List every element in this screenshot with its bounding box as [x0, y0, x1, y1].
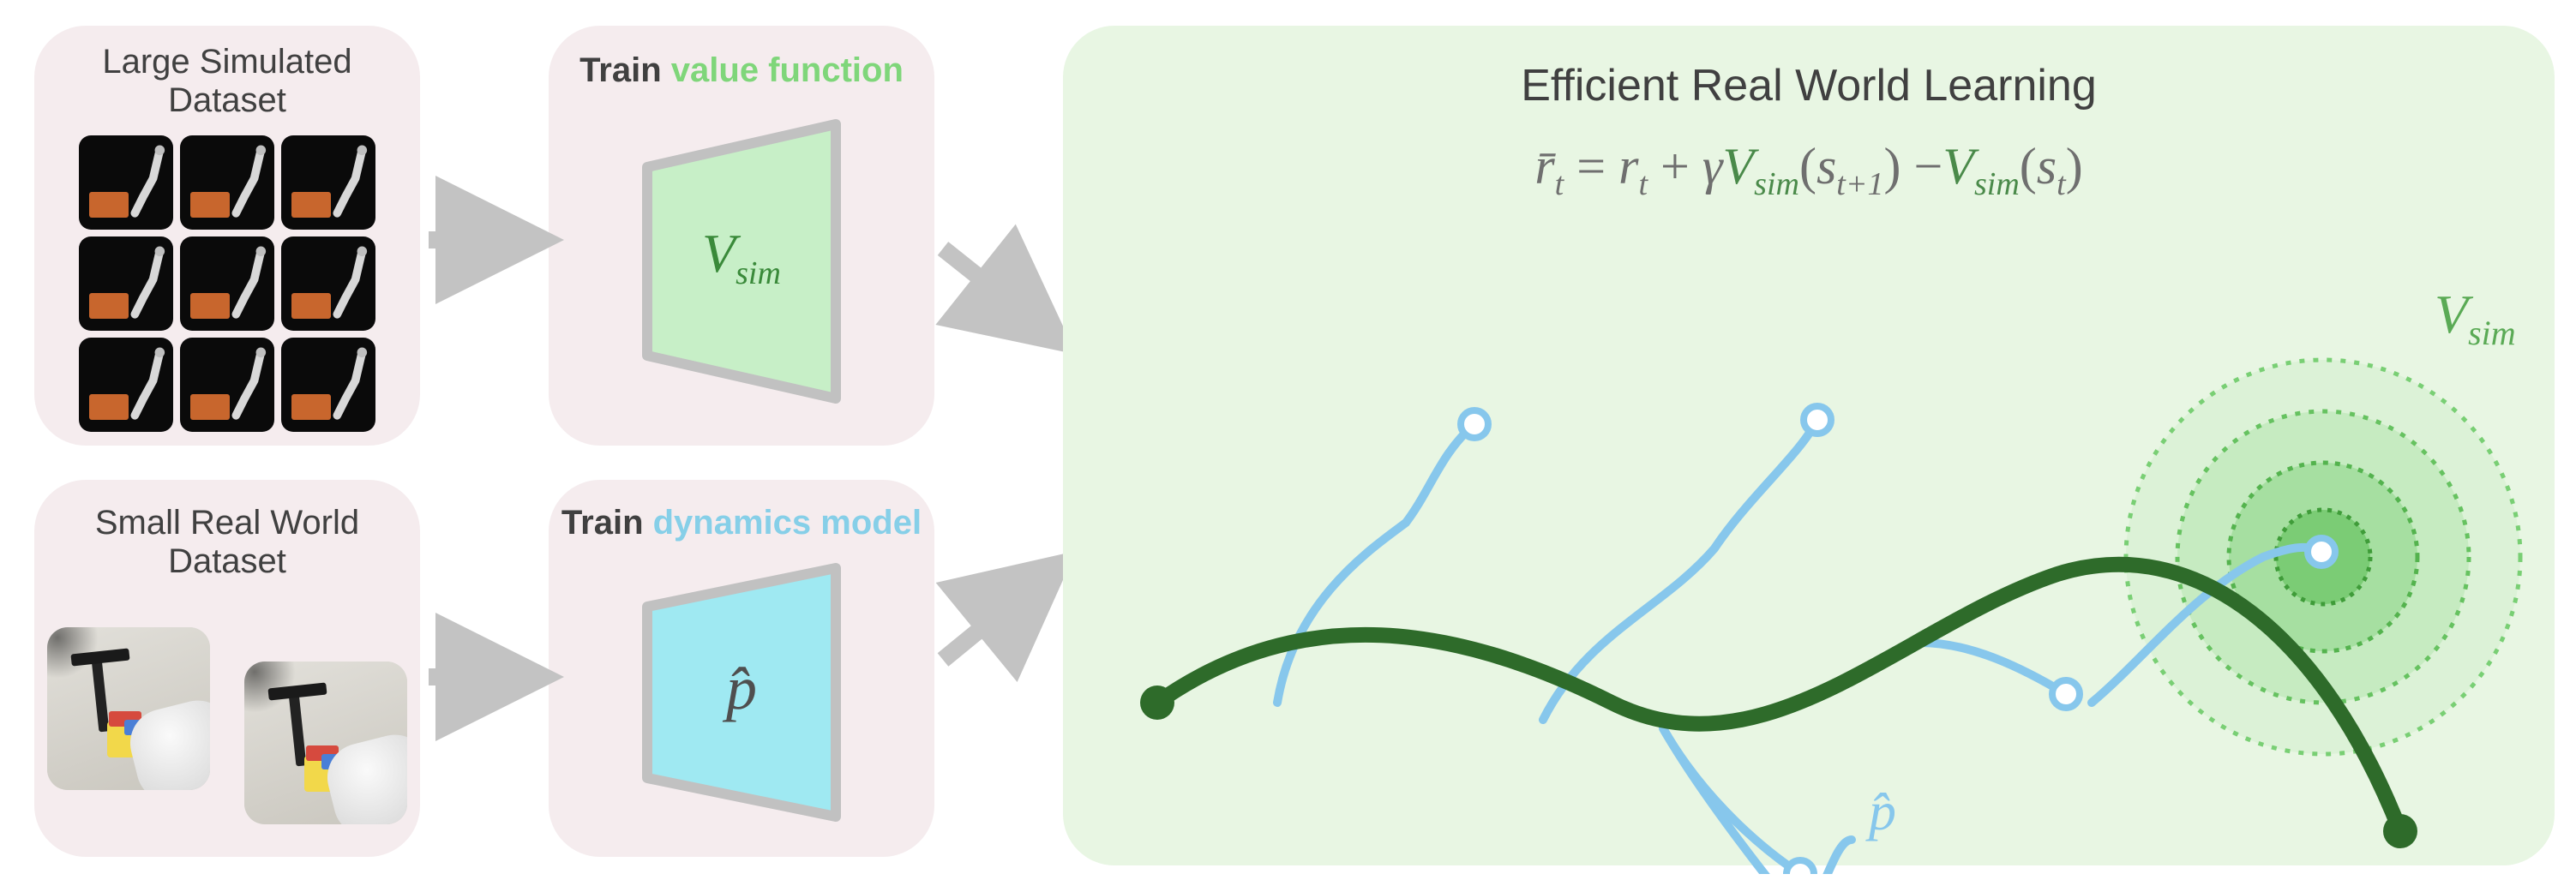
real-title-l2: Dataset — [34, 542, 420, 581]
green-start — [1140, 685, 1174, 720]
panel-train-value: Train value function Vsim — [549, 26, 934, 446]
sim-title-l2: Dataset — [34, 81, 420, 120]
vsim-label: Vsim — [2435, 283, 2516, 353]
green-end — [2383, 814, 2417, 848]
value-trapezoid: Vsim — [630, 116, 853, 398]
value-function-label: value function — [671, 51, 904, 89]
dynamics-trapezoid: p̂ — [630, 560, 853, 817]
panel-train-dynamics: Train dynamics model p̂ — [549, 480, 934, 857]
sim-thumb — [281, 236, 375, 331]
sim-thumb — [180, 236, 274, 331]
sim-title-l1: Large Simulated — [34, 43, 420, 81]
train-prefix: Train — [579, 51, 671, 89]
sim-thumb — [281, 338, 375, 432]
sim-thumb — [180, 135, 274, 230]
sim-thumb — [79, 236, 173, 331]
vsim-symbol: Vsim — [702, 222, 781, 292]
sim-thumb — [79, 338, 173, 432]
phat-label: p̂ — [1869, 780, 1896, 843]
trajectory-plot — [1063, 189, 2555, 874]
dynamics-model-label: dynamics model — [653, 504, 922, 542]
real-thumb — [47, 627, 210, 790]
train-prefix-2: Train — [561, 504, 653, 542]
right-title: Efficient Real World Learning — [1063, 26, 2555, 111]
real-title-l1: Small Real World — [34, 504, 420, 542]
sim-image-grid — [34, 135, 420, 432]
real-image-row — [34, 610, 420, 824]
sim-thumb — [180, 338, 274, 432]
panel-sim-dataset: Large Simulated Dataset — [34, 26, 420, 446]
panel-real-dataset: Small Real World Dataset — [34, 480, 420, 857]
real-thumb — [244, 662, 407, 824]
panel-right: Efficient Real World Learning r̄t = rt +… — [1063, 26, 2555, 865]
sim-thumb — [79, 135, 173, 230]
phat-symbol: p̂ — [726, 653, 757, 724]
sim-thumb — [281, 135, 375, 230]
